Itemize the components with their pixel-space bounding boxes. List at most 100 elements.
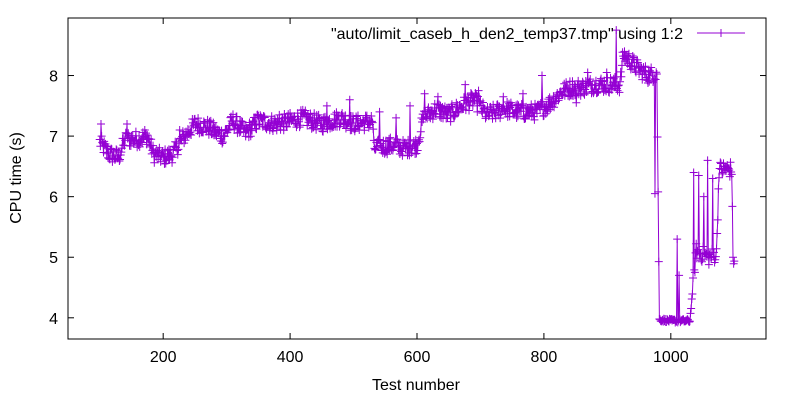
data-point — [138, 138, 147, 147]
data-point — [254, 120, 263, 129]
data-point — [167, 151, 176, 160]
data-point — [698, 255, 707, 264]
data-point — [617, 72, 626, 81]
data-point — [325, 114, 334, 123]
data-point — [443, 113, 452, 122]
data-point — [97, 132, 106, 141]
data-point — [368, 118, 377, 127]
data-point — [260, 112, 269, 121]
data-point — [450, 112, 459, 121]
data-point — [102, 149, 111, 158]
x-tick-label: 600 — [404, 349, 431, 366]
data-point — [654, 257, 663, 266]
data-point — [577, 83, 586, 92]
data-point — [578, 77, 587, 86]
x-tick-label: 800 — [531, 349, 558, 366]
y-tick-label: 7 — [49, 129, 58, 146]
data-point — [238, 117, 247, 126]
x-tick-label: 400 — [277, 349, 304, 366]
data-point — [155, 143, 164, 152]
data-point — [686, 309, 695, 318]
data-point — [308, 114, 317, 123]
data-point — [404, 135, 413, 144]
data-point — [590, 81, 599, 90]
data-point — [725, 166, 734, 175]
data-point — [268, 127, 277, 136]
data-point — [371, 145, 380, 154]
data-point — [419, 107, 428, 116]
data-point — [296, 121, 305, 130]
data-point — [694, 171, 703, 180]
data-point — [503, 97, 512, 106]
legend-marker — [717, 29, 725, 37]
data-point — [116, 155, 125, 164]
data-point — [373, 142, 382, 151]
data-point — [314, 110, 323, 119]
data-point — [162, 156, 171, 165]
data-point — [643, 78, 652, 87]
data-point — [234, 123, 243, 132]
data-point — [586, 75, 595, 84]
data-point — [496, 114, 505, 123]
data-point — [641, 62, 650, 71]
data-point — [474, 86, 483, 95]
data-point — [218, 139, 227, 148]
data-point — [350, 125, 359, 134]
data-point — [712, 244, 721, 253]
data-point — [435, 112, 444, 121]
data-point — [685, 317, 694, 326]
data-point — [442, 114, 451, 123]
data-point — [376, 141, 385, 150]
data-point — [202, 123, 211, 132]
data-point — [190, 114, 199, 123]
data-point — [181, 136, 190, 145]
data-point — [465, 101, 474, 110]
data-point — [529, 112, 538, 121]
data-point — [606, 73, 615, 82]
data-point — [131, 127, 140, 136]
data-point — [153, 148, 162, 157]
data-point — [612, 26, 621, 35]
data-point — [340, 115, 349, 124]
data-point — [244, 125, 253, 134]
data-point — [500, 106, 509, 115]
data-point — [447, 100, 456, 109]
data-point — [117, 148, 126, 157]
data-point — [168, 158, 177, 167]
data-point — [147, 135, 156, 144]
data-point — [428, 115, 437, 124]
data-point — [446, 117, 455, 126]
data-point — [413, 146, 422, 155]
data-point — [332, 108, 341, 117]
data-point — [688, 290, 697, 299]
data-point — [149, 141, 158, 150]
data-point — [145, 134, 154, 143]
data-point — [215, 127, 224, 136]
data-point — [381, 148, 390, 157]
data-point — [330, 110, 339, 119]
data-point — [285, 117, 294, 126]
data-point — [307, 124, 316, 133]
data-point — [730, 257, 739, 266]
data-point — [711, 252, 720, 261]
data-point — [434, 103, 443, 112]
data-point — [571, 91, 580, 100]
data-point — [639, 63, 648, 72]
data-point — [312, 125, 321, 134]
data-point — [598, 77, 607, 86]
data-point — [275, 110, 284, 119]
data-point — [150, 158, 159, 167]
data-point — [723, 163, 732, 172]
data-point — [613, 86, 622, 95]
data-point — [638, 75, 647, 84]
data-point — [593, 88, 602, 97]
data-point — [341, 124, 350, 133]
data-point — [303, 121, 312, 130]
data-point — [560, 79, 569, 88]
data-point — [246, 132, 255, 141]
data-point — [225, 125, 234, 134]
data-point — [623, 51, 632, 60]
data-point — [415, 137, 424, 146]
data-point — [713, 215, 722, 224]
data-point — [251, 124, 260, 133]
